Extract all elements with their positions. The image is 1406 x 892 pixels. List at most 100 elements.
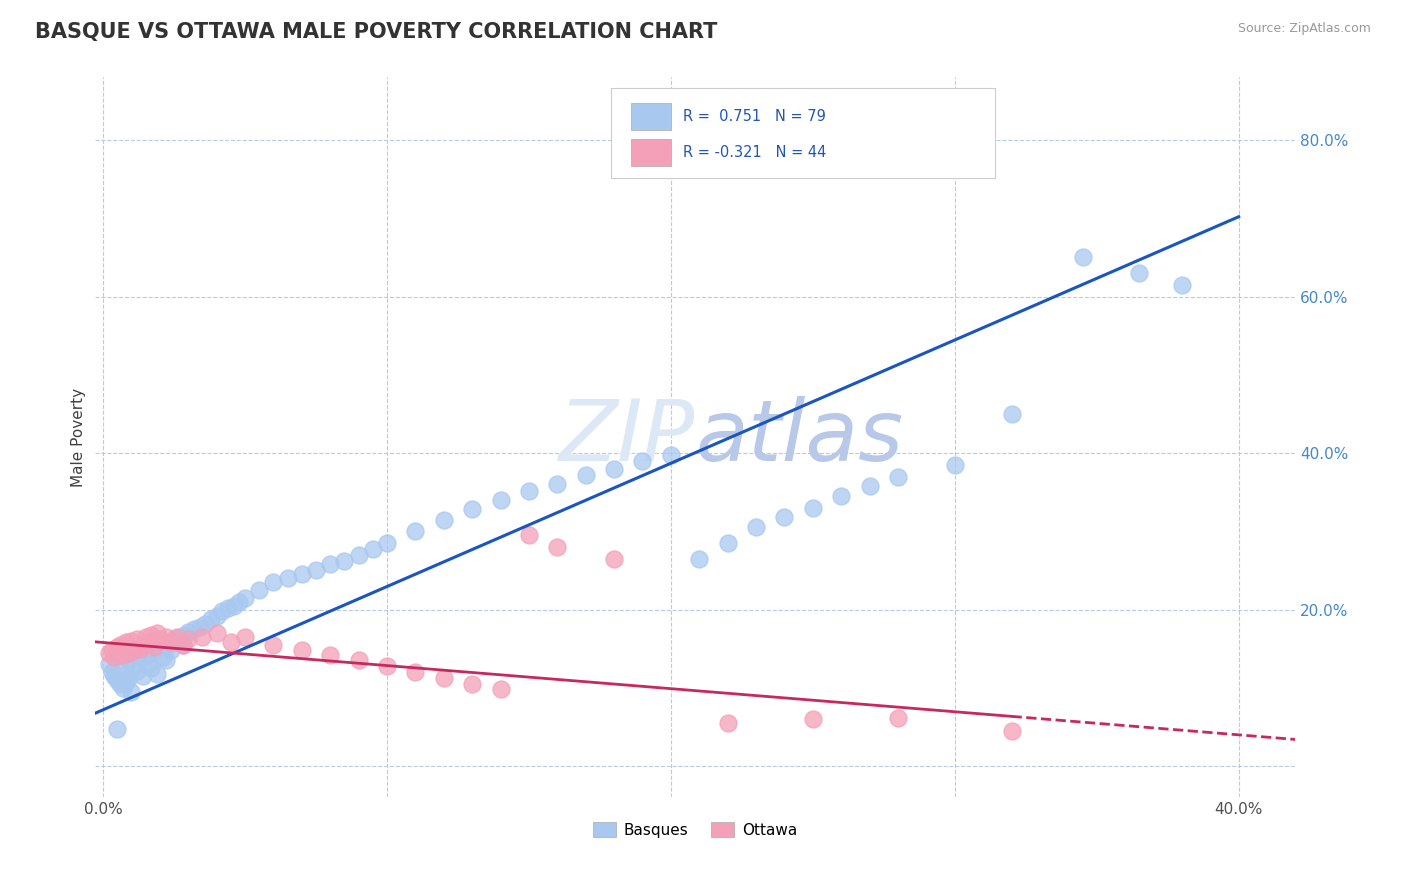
Point bbox=[129, 651, 152, 665]
Point bbox=[461, 677, 484, 691]
Point bbox=[433, 513, 456, 527]
FancyBboxPatch shape bbox=[612, 88, 995, 178]
Point bbox=[305, 564, 328, 578]
Point bbox=[172, 638, 194, 652]
Point bbox=[100, 643, 122, 657]
Point bbox=[291, 567, 314, 582]
Point bbox=[603, 551, 626, 566]
Point bbox=[631, 454, 654, 468]
Point bbox=[247, 582, 270, 597]
Point bbox=[361, 541, 384, 556]
Point bbox=[157, 638, 180, 652]
Point bbox=[262, 638, 284, 652]
Text: R = -0.321   N = 44: R = -0.321 N = 44 bbox=[683, 145, 827, 160]
Point bbox=[155, 630, 177, 644]
Point bbox=[830, 489, 852, 503]
Point bbox=[489, 682, 512, 697]
Point bbox=[1000, 723, 1022, 738]
Point bbox=[291, 643, 314, 657]
Point bbox=[152, 649, 174, 664]
Point bbox=[375, 659, 398, 673]
Point bbox=[277, 571, 299, 585]
Point bbox=[143, 640, 166, 655]
Point bbox=[149, 638, 172, 652]
Point bbox=[97, 657, 120, 672]
Point bbox=[517, 528, 540, 542]
Point bbox=[138, 635, 160, 649]
Point bbox=[114, 674, 136, 689]
Point bbox=[117, 672, 139, 686]
Point bbox=[347, 548, 370, 562]
Point bbox=[141, 628, 163, 642]
Text: R =  0.751   N = 79: R = 0.751 N = 79 bbox=[683, 109, 825, 124]
Point bbox=[205, 608, 228, 623]
Point bbox=[217, 601, 239, 615]
Point bbox=[174, 628, 197, 642]
Point bbox=[200, 612, 222, 626]
Point bbox=[143, 643, 166, 657]
Point bbox=[103, 669, 125, 683]
FancyBboxPatch shape bbox=[631, 138, 671, 166]
Point bbox=[1171, 277, 1194, 292]
Point bbox=[188, 620, 211, 634]
Point bbox=[575, 468, 598, 483]
Text: BASQUE VS OTTAWA MALE POVERTY CORRELATION CHART: BASQUE VS OTTAWA MALE POVERTY CORRELATIO… bbox=[35, 22, 717, 42]
Point bbox=[129, 641, 152, 656]
Point bbox=[801, 500, 824, 515]
Point bbox=[489, 493, 512, 508]
Point bbox=[97, 646, 120, 660]
Y-axis label: Male Poverty: Male Poverty bbox=[72, 388, 86, 487]
Point bbox=[160, 635, 183, 649]
Point bbox=[132, 669, 155, 683]
Point bbox=[121, 641, 143, 656]
Point bbox=[211, 604, 233, 618]
Point bbox=[138, 656, 160, 670]
Point bbox=[108, 677, 131, 691]
Point bbox=[105, 673, 128, 687]
Point bbox=[100, 665, 122, 680]
Point bbox=[233, 630, 256, 644]
Point bbox=[166, 635, 188, 649]
Point bbox=[347, 653, 370, 667]
Point bbox=[105, 722, 128, 736]
Point bbox=[183, 622, 205, 636]
Text: Source: ZipAtlas.com: Source: ZipAtlas.com bbox=[1237, 22, 1371, 36]
Point bbox=[333, 554, 356, 568]
Point bbox=[105, 640, 128, 655]
Point bbox=[103, 649, 125, 664]
Point bbox=[111, 648, 134, 662]
Point bbox=[111, 681, 134, 695]
Point bbox=[127, 632, 149, 647]
Point bbox=[169, 630, 191, 644]
Point bbox=[228, 595, 250, 609]
Point bbox=[177, 624, 200, 639]
Point bbox=[375, 536, 398, 550]
Point bbox=[146, 666, 169, 681]
Point bbox=[546, 540, 568, 554]
Point bbox=[117, 653, 139, 667]
Point bbox=[108, 661, 131, 675]
Text: atlas: atlas bbox=[695, 396, 903, 479]
Point bbox=[163, 632, 186, 647]
Point bbox=[433, 672, 456, 686]
Point bbox=[121, 685, 143, 699]
Point bbox=[461, 502, 484, 516]
Point bbox=[108, 638, 131, 652]
Point bbox=[319, 648, 342, 662]
Point bbox=[943, 458, 966, 472]
Point bbox=[124, 659, 146, 673]
Point bbox=[233, 591, 256, 605]
Point bbox=[172, 638, 194, 652]
Point bbox=[149, 632, 172, 647]
Point bbox=[121, 634, 143, 648]
Point bbox=[135, 630, 157, 644]
Point bbox=[132, 638, 155, 652]
Point bbox=[603, 462, 626, 476]
Point bbox=[114, 635, 136, 649]
Point bbox=[773, 510, 796, 524]
Point bbox=[717, 716, 740, 731]
Point bbox=[1071, 251, 1094, 265]
Point bbox=[205, 626, 228, 640]
Point bbox=[117, 646, 139, 660]
Point bbox=[1128, 266, 1150, 280]
